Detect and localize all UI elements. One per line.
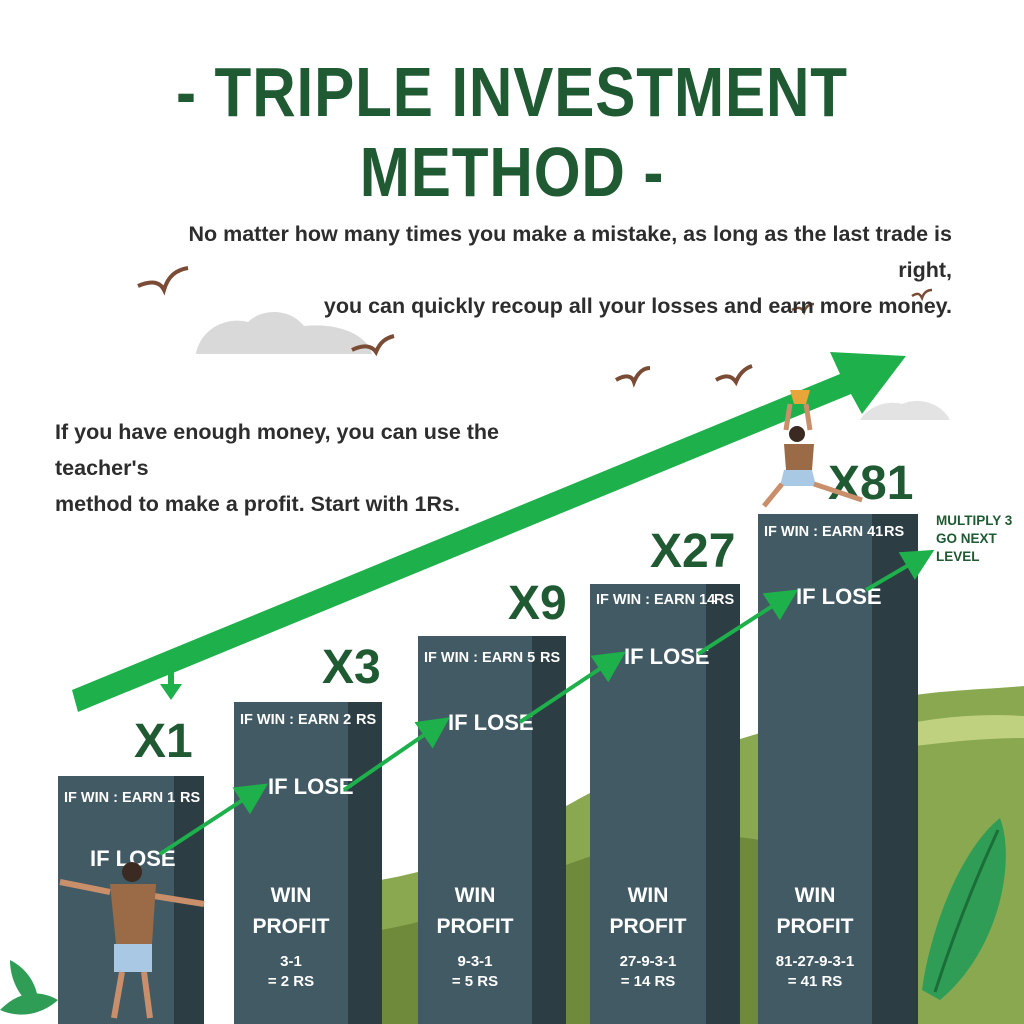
rs-label: RS bbox=[180, 790, 201, 806]
level-bar-side bbox=[706, 584, 740, 1024]
if-lose-label: IF LOSE bbox=[624, 644, 710, 669]
level-bar bbox=[418, 636, 532, 1024]
level-bar-side bbox=[872, 514, 918, 1024]
rs-label: RS bbox=[540, 650, 561, 666]
level-bar bbox=[234, 702, 348, 1024]
if-lose-label: IF LOSE bbox=[448, 710, 534, 735]
if-win-label: IF WIN : EARN 5 bbox=[424, 650, 536, 666]
profit-calc: 9-3-1 bbox=[457, 953, 493, 970]
next-level-note-line: GO NEXT bbox=[936, 531, 997, 546]
level-multiplier: X3 bbox=[322, 641, 381, 694]
rs-label: RS bbox=[714, 592, 735, 608]
leaf-icon bbox=[922, 818, 1006, 1000]
bird-icon bbox=[791, 302, 815, 316]
subtext-line-2: method to make a profit. Start with 1Rs. bbox=[55, 492, 460, 516]
leaf-icon bbox=[0, 960, 58, 1015]
win-label: WIN bbox=[454, 884, 496, 907]
person-with-trophy-icon bbox=[762, 390, 863, 508]
bird-icon bbox=[714, 364, 753, 387]
subtext-line-1: If you have enough money, you can use th… bbox=[55, 420, 500, 480]
level-multiplier: X1 bbox=[134, 715, 193, 768]
profit-block: WIN PROFIT 3-1 = 2 RS bbox=[234, 880, 348, 992]
next-level-arrow-icon bbox=[158, 783, 269, 856]
profit-calc: 3-1 bbox=[280, 953, 302, 970]
if-win-label: IF WIN : EARN 2 bbox=[240, 712, 352, 728]
next-level-note: MULTIPLY 3 GO NEXT LEVEL bbox=[936, 512, 1024, 566]
profit-result: = 14 RS bbox=[620, 973, 676, 990]
profit-result: = 41 RS bbox=[787, 973, 843, 990]
next-level-arrow-icon bbox=[342, 717, 450, 792]
page-title: - TRIPLE INVESTMENT METHOD - bbox=[176, 53, 848, 211]
next-level-arrow-icon bbox=[864, 549, 935, 592]
bird-icon bbox=[137, 266, 189, 296]
if-lose-label: IF LOSE bbox=[268, 774, 354, 799]
intro-line-2: you can quickly recoup all your losses a… bbox=[323, 294, 952, 318]
intro-line-1: No matter how many times you make a mist… bbox=[188, 222, 952, 282]
profit-label: PROFIT bbox=[609, 915, 687, 938]
profit-block: WIN PROFIT 27-9-3-1 = 14 RS bbox=[590, 880, 706, 992]
profit-block: WIN PROFIT 81-27-9-3-1 = 41 RS bbox=[758, 880, 872, 992]
level-multiplier: X27 bbox=[650, 525, 736, 578]
next-level-arrow-icon bbox=[518, 651, 626, 724]
win-label: WIN bbox=[627, 884, 669, 907]
bird-icon bbox=[614, 366, 651, 388]
cloud-right bbox=[860, 400, 950, 420]
profit-label: PROFIT bbox=[252, 915, 330, 938]
profit-calc: 27-9-3-1 bbox=[619, 953, 677, 970]
if-win-label: IF WIN : EARN 41 bbox=[764, 524, 884, 540]
next-level-note-line: LEVEL bbox=[936, 549, 980, 564]
down-arrow-icon bbox=[160, 658, 182, 700]
profit-result: = 2 RS bbox=[267, 973, 315, 990]
trend-arrow-icon bbox=[72, 352, 906, 712]
intro-text: No matter how many times you make a mist… bbox=[132, 216, 952, 324]
win-label: WIN bbox=[270, 884, 312, 907]
win-label: WIN bbox=[794, 884, 836, 907]
if-win-label: IF WIN : EARN 14 bbox=[596, 592, 716, 608]
profit-block: WIN PROFIT 9-3-1 = 5 RS bbox=[418, 880, 532, 992]
next-level-arrow-icon bbox=[696, 589, 799, 656]
if-win-label: IF WIN : EARN 1 bbox=[64, 790, 176, 806]
bird-icon bbox=[351, 334, 395, 357]
level-multiplier: X81 bbox=[828, 457, 914, 510]
start-instructions: If you have enough money, you can use th… bbox=[55, 414, 575, 522]
profit-label: PROFIT bbox=[436, 915, 514, 938]
light-hill-band bbox=[900, 715, 1024, 748]
rs-label: RS bbox=[356, 712, 377, 728]
bird-icon bbox=[911, 288, 933, 302]
profit-result: = 5 RS bbox=[451, 973, 499, 990]
person-arms-open-icon bbox=[59, 862, 205, 1019]
cloud-left bbox=[196, 311, 372, 354]
profit-label: PROFIT bbox=[776, 915, 854, 938]
next-level-note-line: MULTIPLY 3 bbox=[936, 513, 1013, 528]
level-bar-side bbox=[348, 702, 382, 1024]
profit-calc: 81-27-9-3-1 bbox=[775, 953, 855, 970]
rs-label: RS bbox=[884, 524, 905, 540]
level-multiplier: X9 bbox=[508, 577, 567, 630]
